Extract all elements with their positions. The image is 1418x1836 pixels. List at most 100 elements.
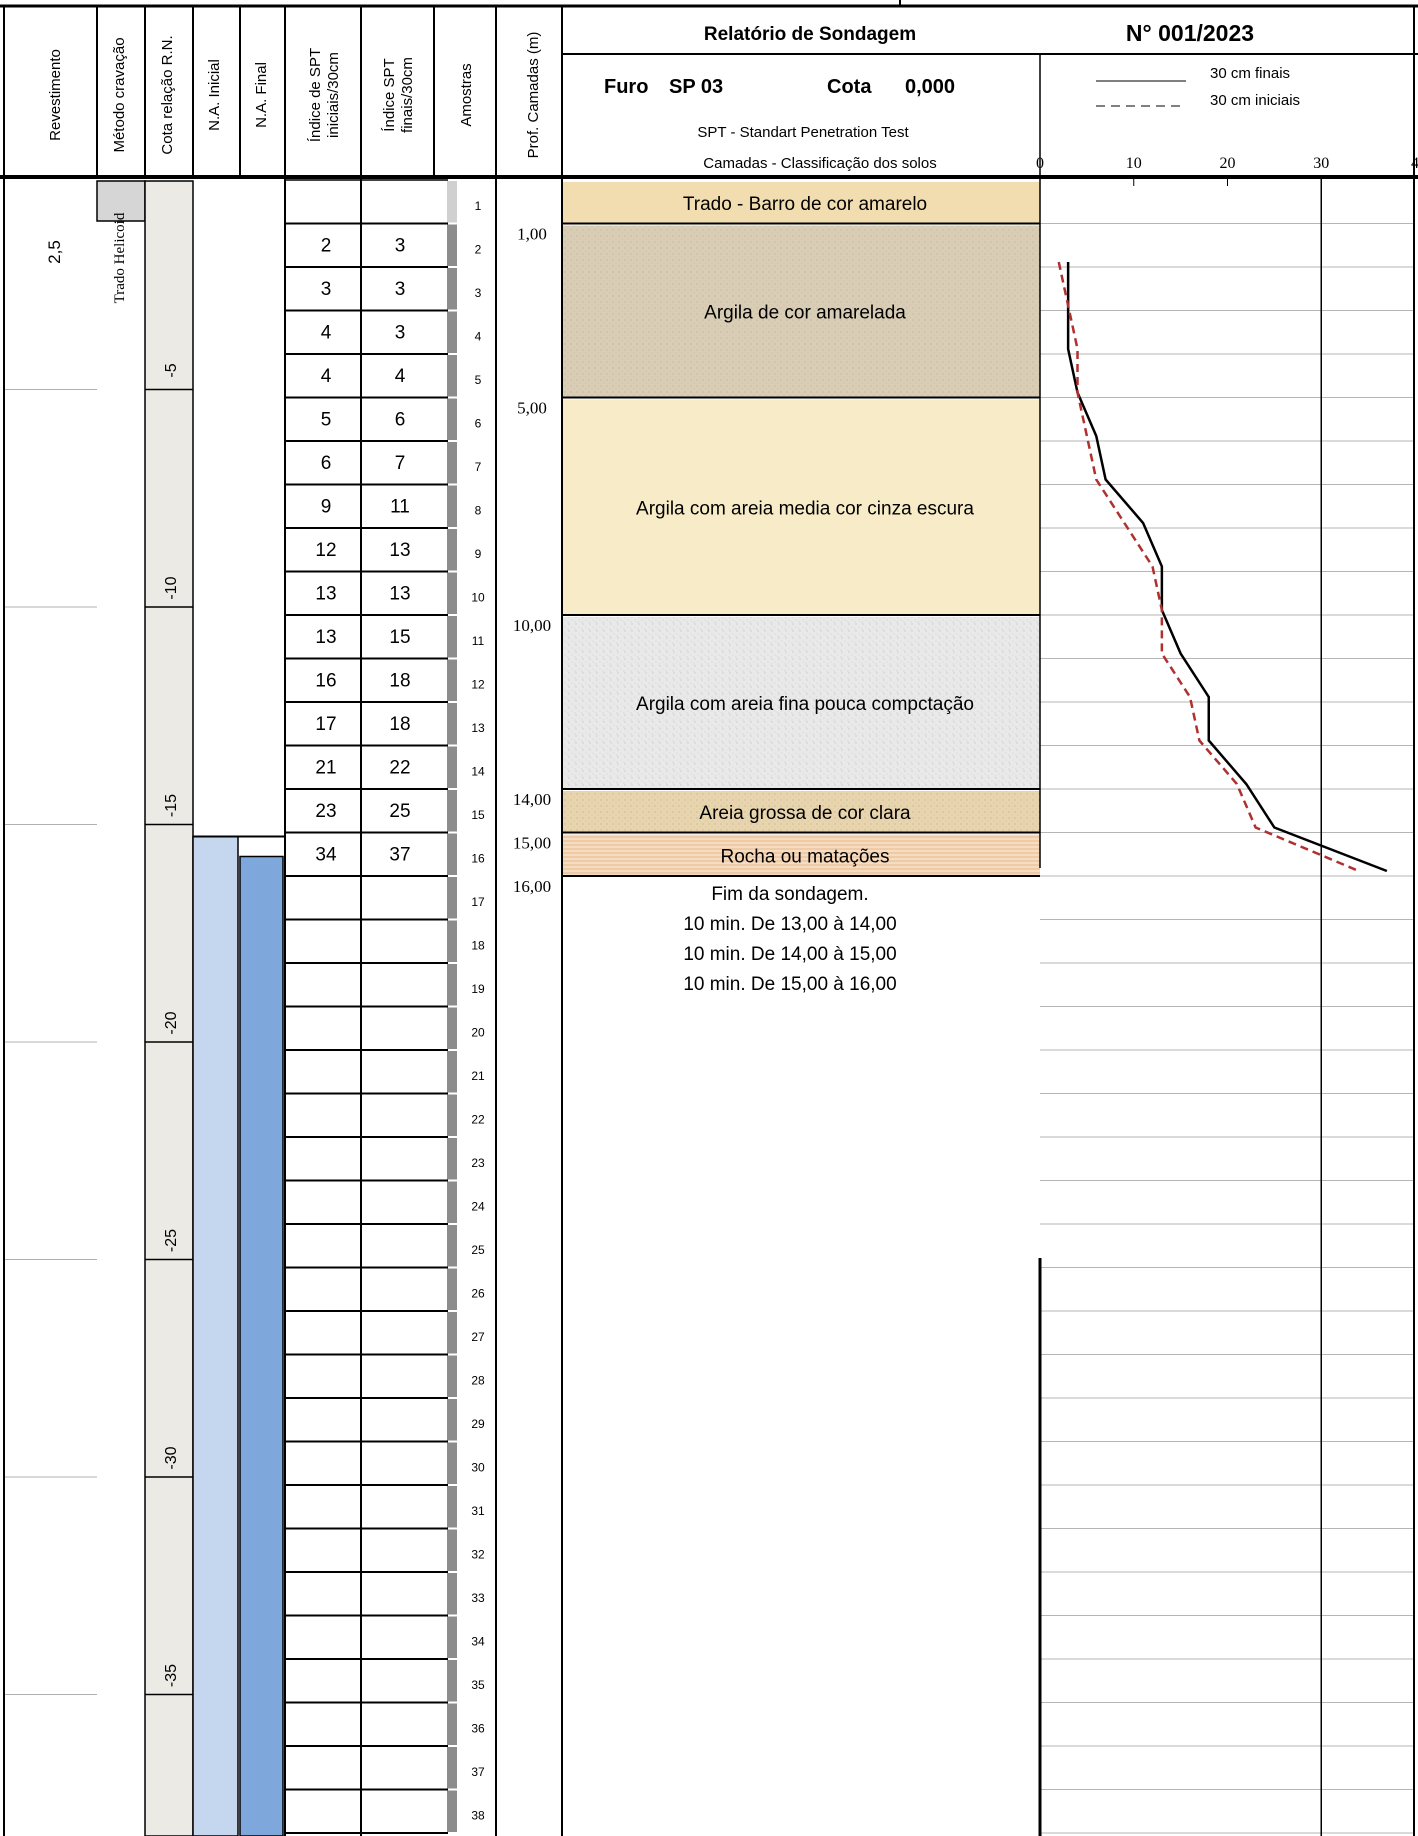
spt-iniciais-value: 34 [315,844,337,865]
spt-iniciais-value: 13 [315,627,336,648]
amostra-number: 10 [471,591,485,605]
soil-layer-texture [562,225,1040,398]
spt-iniciais-value: 3 [321,279,332,300]
layer-depth-label: 5,00 [517,399,547,418]
spt-iniciais-value: 12 [315,540,336,561]
amostra-strip [447,485,457,527]
amostra-number: 3 [475,286,482,300]
amostra-number: 12 [471,678,485,692]
spt-iniciais-value: 4 [321,322,332,343]
layer-depth-label: 15,00 [513,834,551,853]
series-finais-line [1066,262,1388,873]
amostra-strip [447,181,457,223]
amostra-number: 30 [471,1461,485,1475]
amostra-number: 13 [471,721,485,735]
amostra-strip [447,1747,457,1789]
amostra-number: 38 [471,1809,485,1823]
amostra-strip [447,1355,457,1397]
amostra-strip [447,833,457,875]
spt-finais-value: 11 [390,496,410,517]
amostra-strip [447,1181,457,1223]
spt-finais-value: 3 [395,279,406,300]
amostra-strip [447,1616,457,1658]
amostra-number: 8 [475,504,482,518]
spt-iniciais-value: 16 [315,670,336,691]
amostra-number: 4 [475,330,482,344]
furo-value: SP 03 [669,76,723,98]
na-final-level [239,855,284,1836]
amostra-number: 26 [471,1287,485,1301]
header-spt-iniciais-1: Índice de SPT [307,48,324,142]
layer-name: Areia grossa de cor clara [699,803,911,824]
soil-layer-texture [562,791,1040,833]
amostra-strip [447,1007,457,1049]
amostra-number: 36 [471,1722,485,1736]
cota-label: -15 [163,794,180,817]
spt-finais-value: 6 [395,409,406,430]
amostra-number: 20 [471,1026,485,1040]
layer-name: Argila de cor amarelada [704,303,906,324]
end-note: Fim da sondagem. [711,884,868,905]
amostra-number: 5 [475,373,482,387]
amostra-number: 21 [471,1069,485,1083]
amostra-number: 32 [471,1548,485,1562]
header-metodo: Método cravação [111,37,128,152]
spt-finais-value: 15 [389,627,410,648]
amostra-strip [447,1094,457,1136]
spt-iniciais-value: 13 [315,583,336,604]
axis-tick-label: 30 [1313,155,1329,172]
amostra-number: 9 [475,547,482,561]
legend-finais: 30 cm finais [1210,65,1290,82]
soil-layer [562,182,1040,224]
test-name: SPT - Standart Penetration Test [697,124,909,141]
layer-depth-label: 14,00 [513,790,551,809]
amostra-strip [447,1225,457,1267]
amostra-strip [447,224,457,266]
amostra-strip [447,529,457,571]
soil-layer-texture [562,834,1040,876]
amostra-strip [447,572,457,614]
amostra-strip [447,616,457,658]
spt-finais-value: 13 [389,583,410,604]
spt-iniciais-value: 23 [315,801,336,822]
amostra-strip [447,1529,457,1571]
cota-column [144,180,194,1836]
amostra-number: 1 [475,199,482,213]
amostra-strip [447,1703,457,1745]
furo-label: Furo [604,76,648,98]
soil-layer-texture [562,617,1040,789]
amostra-strip [447,659,457,701]
header-na-inicial: N.A. Inicial [206,59,223,131]
header-prof: Prof. Camadas (m) [525,32,542,159]
end-note: 10 min. De 14,00 à 15,00 [683,944,896,965]
amostra-strip [447,1138,457,1180]
amostra-number: 27 [471,1330,485,1344]
revestimento-value: 2,5 [45,240,64,264]
cota-label: Cota [827,76,872,98]
amostra-strip [447,311,457,353]
header-revestimento: Revestimento [47,49,64,141]
layer-depth-label: 10,00 [513,616,551,635]
layer-name: Argila com areia media cor cinza escura [636,498,974,519]
spt-finais-value: 3 [395,235,406,256]
header [0,0,1418,179]
na-inicial-level [192,835,239,1836]
amostra-number: 31 [471,1504,485,1518]
amostra-strip [447,1051,457,1093]
layer-depth-label: 1,00 [517,225,547,244]
layer-name: Rocha ou matações [721,846,890,867]
amostra-number: 35 [471,1678,485,1692]
report-number: N° 001/2023 [1126,20,1254,46]
amostra-number: 22 [471,1113,485,1127]
amostra-number: 29 [471,1417,485,1431]
amostra-strip [447,1312,457,1354]
amostra-strip [447,1790,457,1832]
spt-finais-value: 37 [389,844,410,865]
header-spt-finais-1: Índice SPT [381,58,398,131]
amostra-number: 14 [471,765,485,779]
amostra-strip [447,703,457,745]
spt-iniciais-value: 6 [321,453,332,474]
amostra-strip [447,268,457,310]
amostra-strip [447,1573,457,1615]
cota-label: -20 [163,1011,180,1034]
